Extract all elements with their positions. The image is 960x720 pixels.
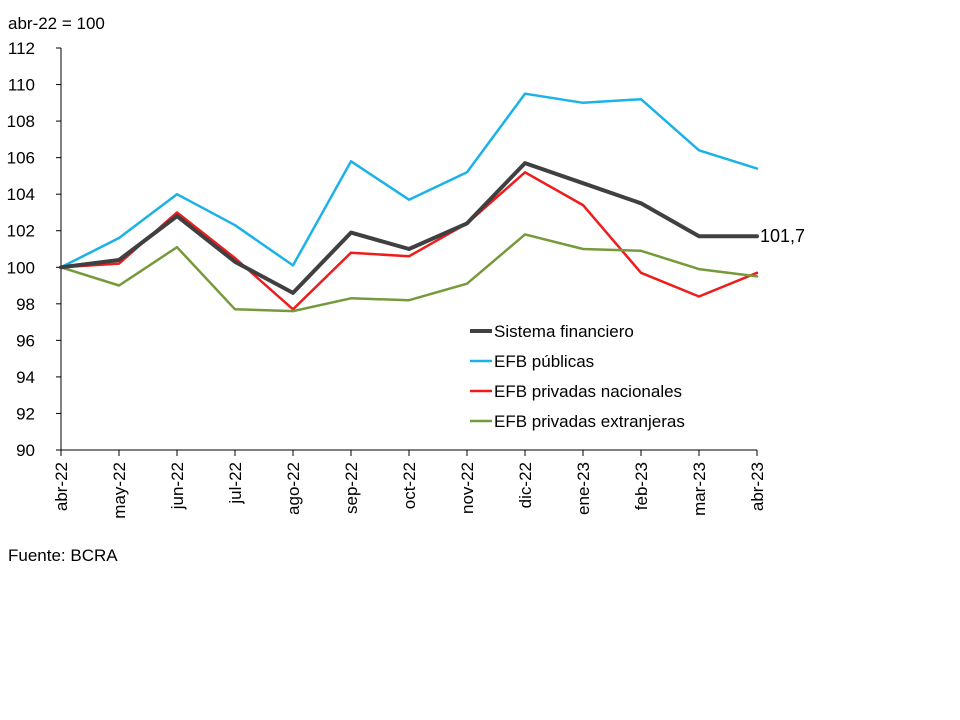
x-tick-label: jul-22	[226, 462, 245, 505]
x-tick-label: nov-22	[458, 462, 477, 514]
legend-label: Sistema financiero	[494, 322, 634, 341]
y-tick-label: 110	[8, 76, 35, 95]
x-tick-label: ago-22	[284, 462, 303, 515]
source-note: Fuente: BCRA	[8, 546, 118, 565]
y-tick-label: 100	[7, 258, 35, 277]
y-tick-label: 90	[16, 441, 35, 460]
x-tick-label: abr-23	[748, 462, 767, 511]
y-tick-label: 104	[7, 185, 35, 204]
x-tick-label: dic-22	[516, 462, 535, 508]
y-tick-label: 108	[7, 112, 35, 131]
x-tick-label: sep-22	[342, 462, 361, 514]
series-line-efb-privadas-nacionales	[59, 171, 759, 311]
legend-label: EFB privadas extranjeras	[494, 412, 685, 431]
x-tick-label: feb-23	[632, 462, 651, 510]
data-label: 101,7	[760, 226, 805, 246]
y-tick-label: 94	[16, 368, 35, 387]
x-tick-label: may-22	[110, 462, 129, 519]
y-tick-label: 112	[8, 39, 35, 58]
legend-label: EFB públicas	[494, 352, 594, 371]
legend-label: EFB privadas nacionales	[494, 382, 682, 401]
y-tick-label: 98	[16, 295, 35, 314]
x-tick-label: jun-22	[168, 462, 187, 510]
x-tick-label: abr-22	[52, 462, 71, 511]
unit-label: abr-22 = 100	[8, 14, 105, 33]
y-tick-label: 92	[16, 404, 35, 423]
series-line-efb-privadas-extranjeras	[59, 233, 759, 313]
series-line-efb-p-blicas	[59, 92, 759, 269]
y-tick-label: 96	[16, 331, 35, 350]
y-tick-label: 106	[7, 149, 35, 168]
x-tick-label: ene-23	[574, 462, 593, 515]
series-line-sistema-financiero	[59, 161, 759, 295]
y-tick-label: 102	[7, 222, 35, 241]
x-tick-label: mar-23	[690, 462, 709, 516]
x-tick-label: oct-22	[400, 462, 419, 509]
